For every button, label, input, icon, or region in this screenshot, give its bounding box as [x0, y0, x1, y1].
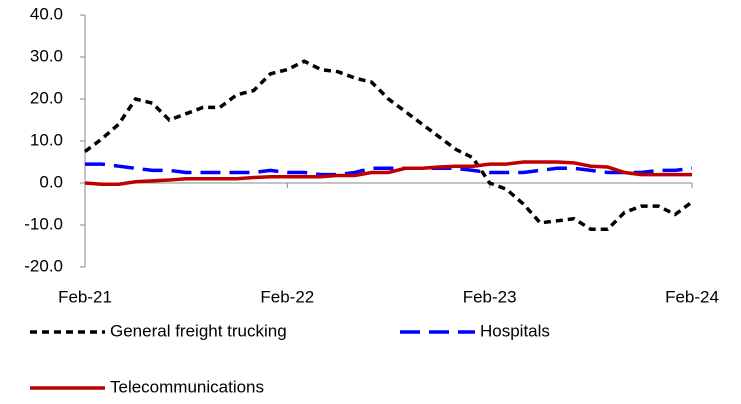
legend-label: General freight trucking	[110, 321, 287, 340]
series-line	[84, 160, 692, 187]
y-tick-label: -20.0	[24, 256, 63, 275]
y-tick-label: 10.0	[30, 130, 63, 149]
x-tick-label: Feb-23	[463, 287, 517, 306]
y-tick-label: -10.0	[24, 214, 63, 233]
x-tick-label: Feb-24	[665, 287, 719, 306]
legend-label: Telecommunications	[110, 377, 264, 396]
y-tick-label: 20.0	[30, 88, 63, 107]
x-tick-label: Feb-22	[260, 287, 314, 306]
series-line	[83, 59, 694, 231]
legend-label: Hospitals	[480, 321, 550, 340]
x-tick-label: Feb-21	[58, 287, 112, 306]
y-tick-label: 30.0	[30, 46, 63, 65]
y-tick-label: 40.0	[30, 4, 63, 23]
series-line	[85, 162, 693, 177]
y-tick-label: 0.0	[39, 172, 63, 191]
